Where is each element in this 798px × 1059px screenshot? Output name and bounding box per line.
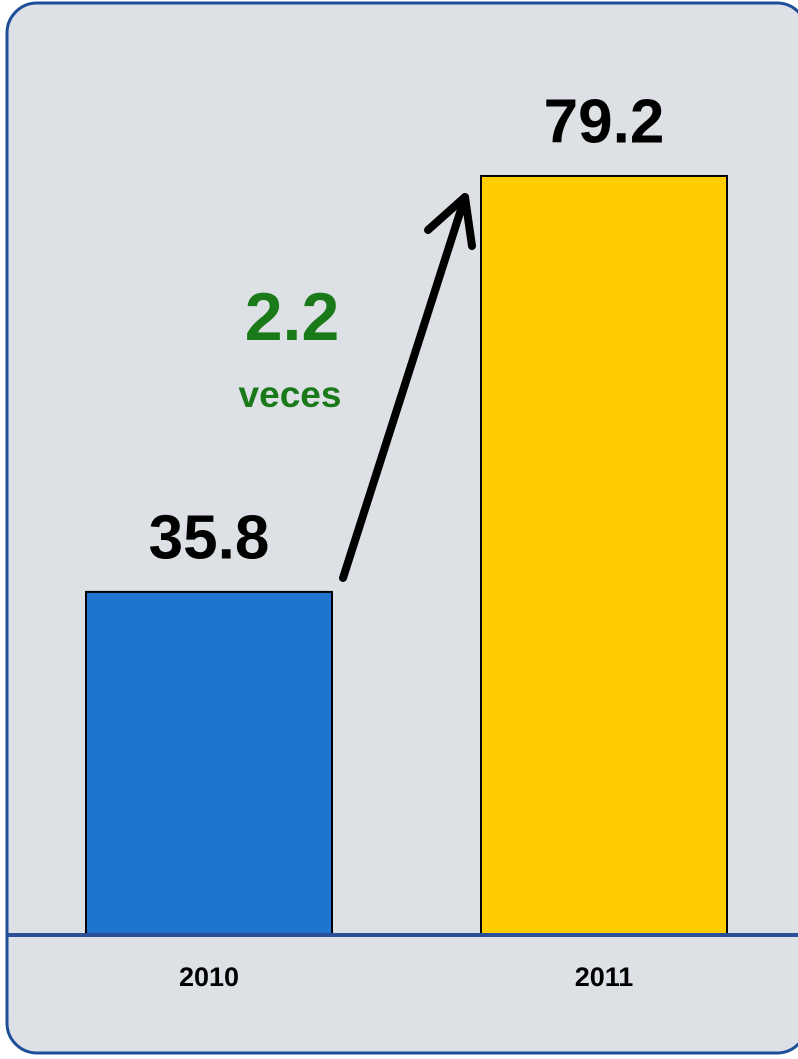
bar <box>480 175 728 936</box>
annotation-value: 2.2 <box>245 279 340 355</box>
bar <box>85 590 333 937</box>
x-tick-label: 2010 <box>179 962 239 992</box>
growth-arrow <box>339 193 476 582</box>
value-label: 79.2 <box>544 87 665 156</box>
annotation-text: veces <box>239 374 342 415</box>
x-tick-label: 2011 <box>575 962 634 992</box>
arrow-shaft <box>339 193 469 582</box>
value-label: 35.8 <box>149 503 270 572</box>
arrow-head <box>424 193 476 250</box>
